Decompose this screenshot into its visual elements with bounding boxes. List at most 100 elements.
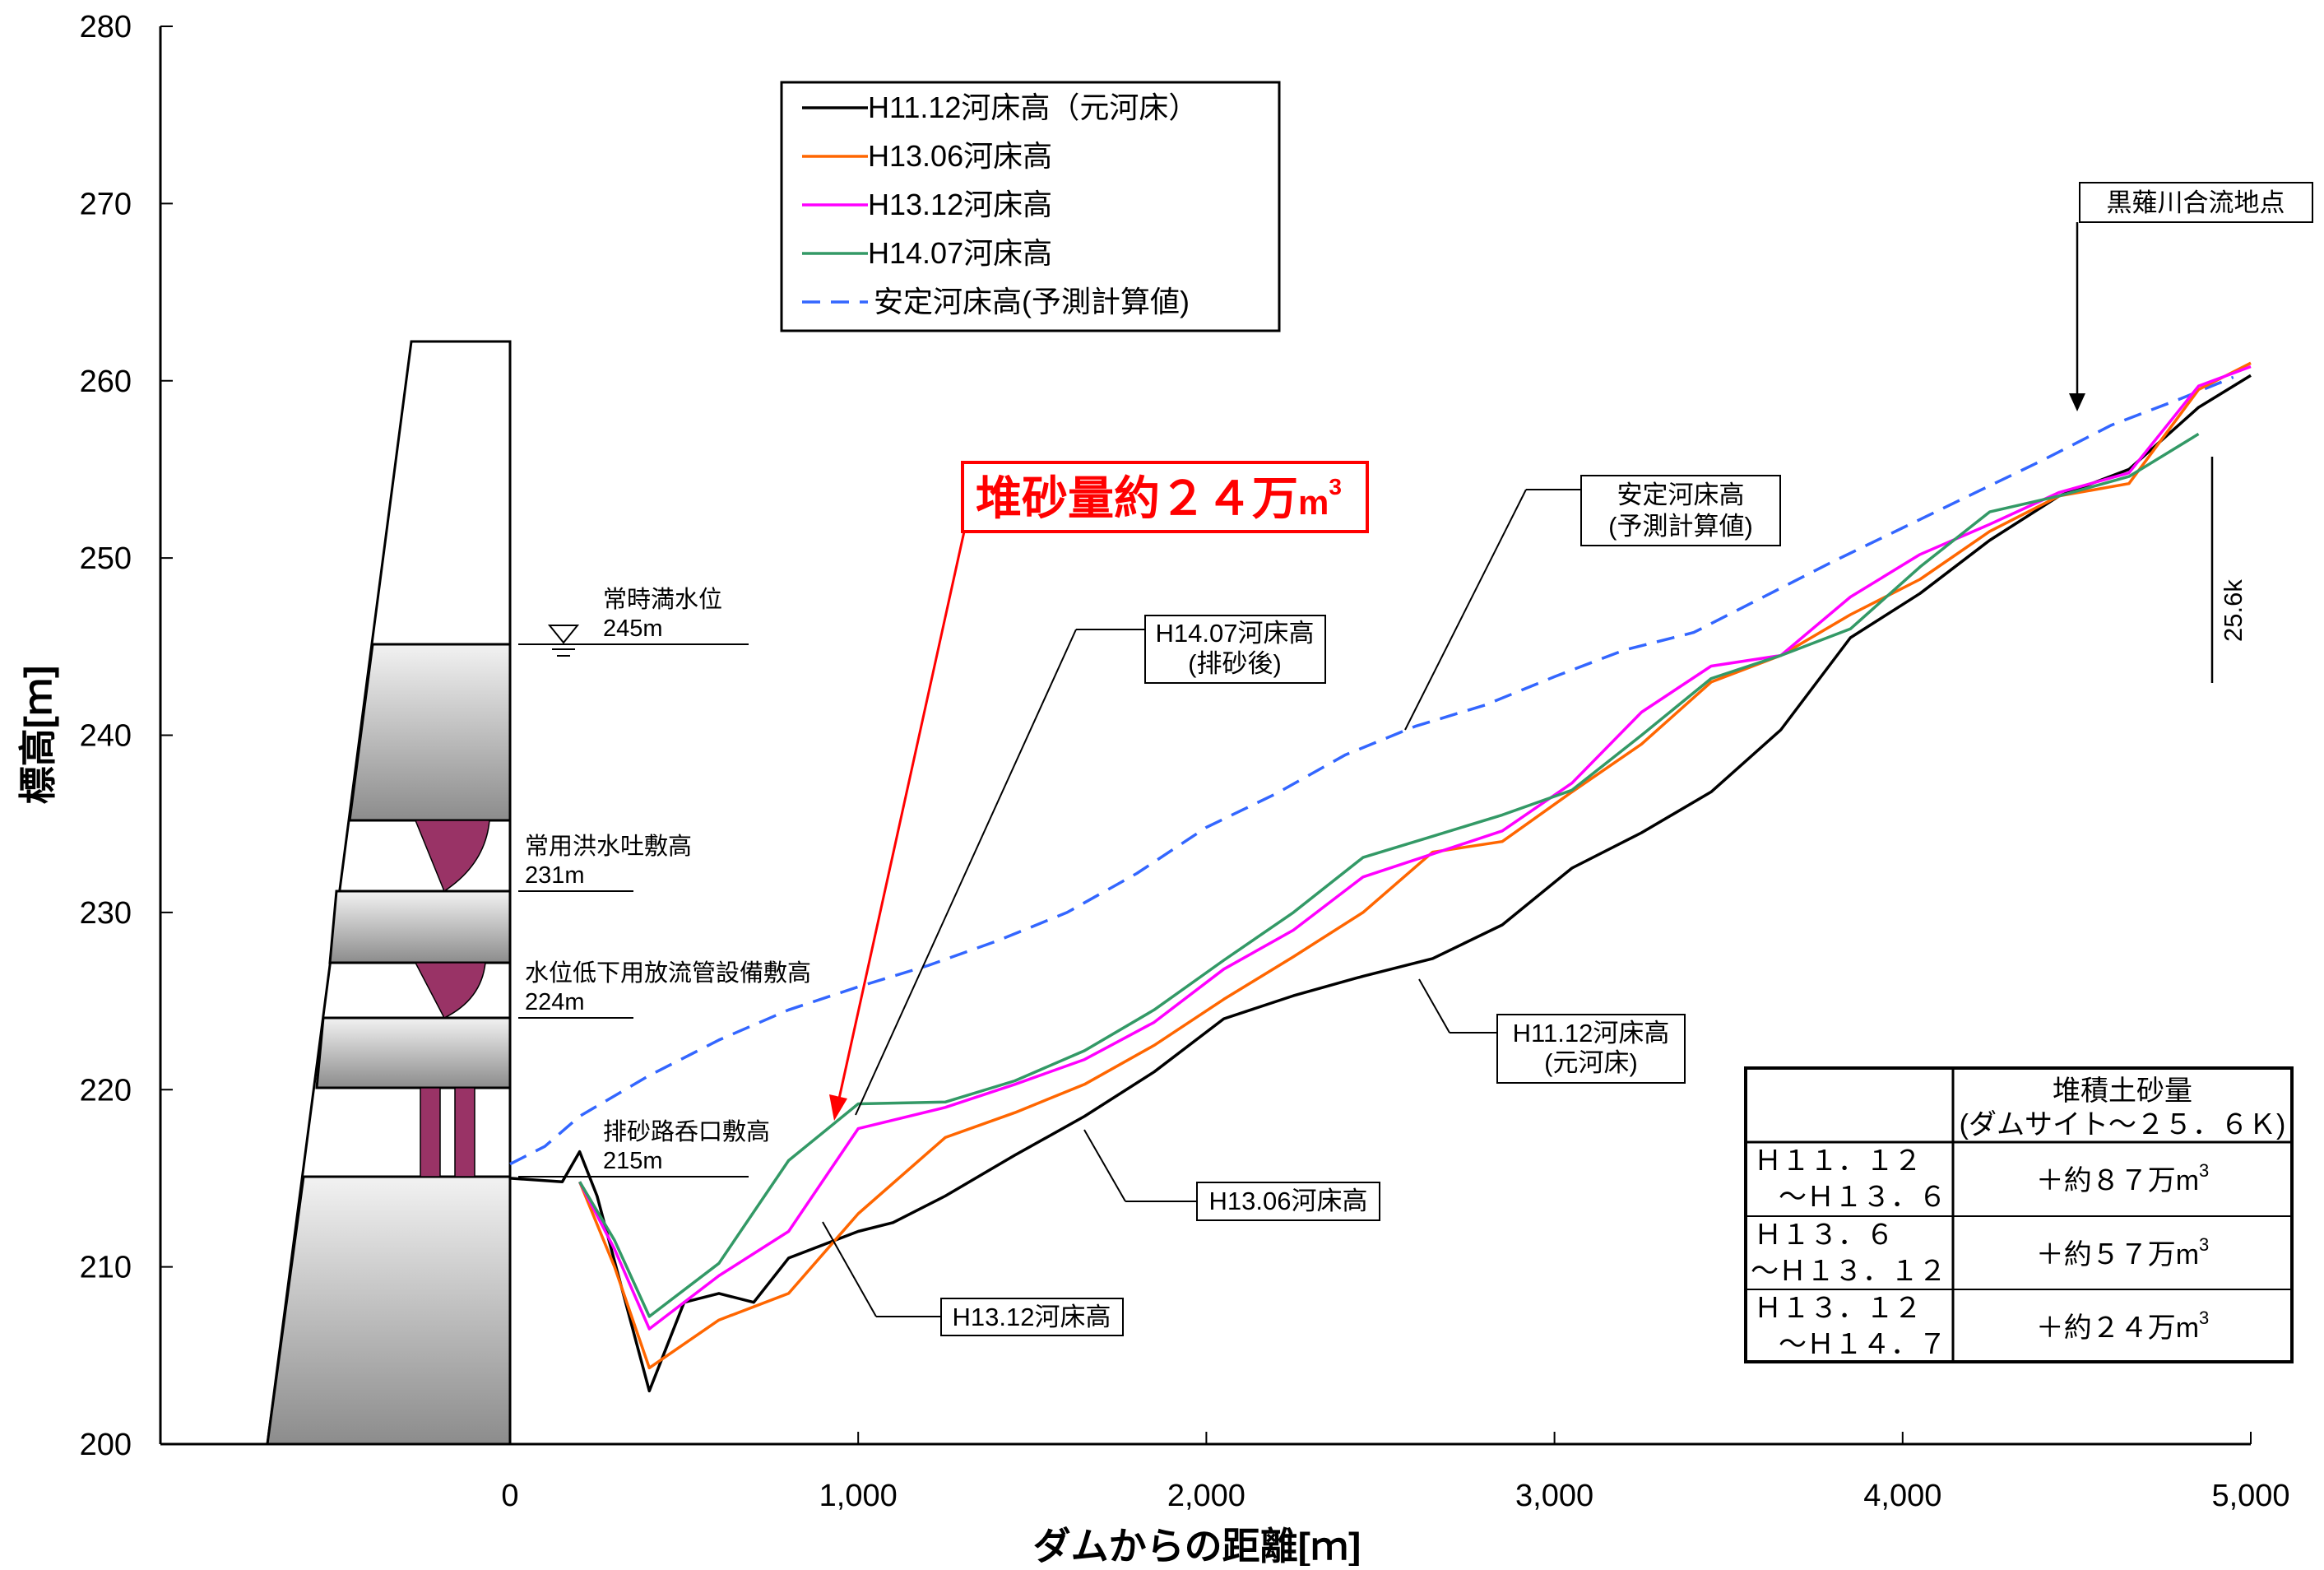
sediment-annotation: 堆砂量約２４万m3 (829, 461, 1369, 1121)
callout-h1312-label: H13.12河床高 (953, 1303, 1111, 1331)
table-row1-period2: ～Ｈ１３．１２ (1751, 1256, 1946, 1287)
y-ticks: 200 210 220 230 240 250 260 270 280 (80, 10, 173, 1462)
level-value-224: 224m (525, 989, 585, 1015)
dam-block-bottom (266, 1175, 512, 1446)
dam-block-top (348, 643, 512, 822)
callout-h1112-leader2 (1418, 978, 1450, 1034)
sediment-arrow-head (829, 1094, 847, 1121)
legend-label-4: 安定河床高(予測計算値) (874, 285, 1190, 318)
series-line-4 (509, 375, 2234, 1166)
y-axis-title: 標高[ｍ] (16, 666, 59, 805)
table-row0-period2: ～Ｈ１３．６ (1779, 1182, 1946, 1213)
y-tick-label: 260 (80, 365, 132, 399)
sediment-annotation-unit: m (1298, 483, 1329, 522)
dam-cross-section (266, 340, 512, 1446)
sediment-annotation-sup: 3 (1329, 474, 1342, 499)
callout-h1312-leader2 (822, 1221, 877, 1317)
callout-stable-leader2 (1404, 489, 1527, 731)
callout-stable-line1: 安定河床高 (1617, 481, 1745, 509)
callout-h1407-box (1144, 615, 1326, 684)
sediment-annotation-text: 堆砂量約２４万m3 (976, 472, 1342, 524)
sediment-annotation-box (961, 461, 1369, 533)
callout-stable-box (1580, 475, 1781, 546)
table-row0-sup: 3 (2199, 1160, 2209, 1181)
callout-h1407-line1: H14.07河床高 (1156, 619, 1315, 648)
table-row0-value-main: ＋約８７万 (2036, 1165, 2176, 1196)
level-value-245: 245m (603, 615, 663, 642)
table-header-2: (ダムサイト～２５．６Ｋ) (1960, 1109, 2286, 1140)
sediment-arrow-line (837, 531, 966, 1099)
level-label-224: 水位低下用放流管設備敷高 (525, 959, 811, 987)
confluence-annotation: 黒薙川合流地点 (2069, 182, 2313, 411)
table-row0-period1: Ｈ１１．１２ (1754, 1145, 1922, 1177)
outlet-pipe-left (420, 1087, 441, 1178)
table-row0-value: ＋約８７万m3 (2036, 1160, 2210, 1196)
table-frame (1744, 1066, 2294, 1363)
legend-box (780, 81, 1281, 332)
table-header-1: 堆積土砂量 (2053, 1075, 2192, 1107)
callout-h1407-leader2 (855, 629, 1077, 1116)
callout-h1112-line2: (元河床) (1544, 1048, 1638, 1077)
level-label-245: 常時満水位 (603, 586, 722, 613)
x-ticks: 0 1,000 2,000 3,000 4,000 5,000 (501, 1432, 2290, 1513)
table-row1-sup: 3 (2199, 1234, 2209, 1255)
y-tick-label: 220 (80, 1073, 132, 1108)
sediment-annotation-main: 堆砂量約２４万 (976, 472, 1298, 524)
legend-label-3: H14.07河床高 (868, 236, 1052, 270)
x-axis-title: ダムからの距離[ｍ] (1033, 1525, 1361, 1566)
legend-label-0: H11.12河床高（元河床） (868, 91, 1198, 124)
confluence-box (2079, 182, 2313, 223)
outlet-pipe-right (454, 1087, 475, 1178)
level-value-215: 215m (603, 1148, 663, 1174)
table-row2-period2: ～Ｈ１４．７ (1779, 1329, 1946, 1360)
table-row1-value: ＋約５７万m3 (2036, 1234, 2210, 1270)
y-tick-label: 230 (80, 896, 132, 931)
x-tick-label: 1,000 (819, 1479, 898, 1513)
y-tick-label: 270 (80, 187, 132, 221)
confluence-label: 黒薙川合流地点 (2107, 188, 2285, 217)
legend-label-2: H13.12河床高 (868, 188, 1052, 221)
dam-block-middle (315, 1016, 512, 1089)
level-value-231: 231m (525, 862, 585, 889)
callout-h1312-box (940, 1298, 1124, 1336)
legend-label-1: H13.06河床高 (868, 139, 1052, 173)
table-row0-unit: m (2176, 1165, 2199, 1196)
x-tick-label: 2,000 (1167, 1479, 1245, 1513)
x-tick-label: 4,000 (1863, 1479, 1941, 1513)
x-tick-label: 5,000 (2211, 1479, 2289, 1513)
k-marker: 25.6k (2210, 457, 2247, 683)
y-tick-label: 280 (80, 10, 132, 44)
table-row2-period1: Ｈ１３．１２ (1754, 1293, 1922, 1324)
callout-h1407-line2: (排砂後) (1188, 649, 1282, 678)
table-row1-unit: m (2176, 1239, 2199, 1270)
table-row1-period1: Ｈ１３．６ (1754, 1219, 1894, 1251)
table-row1-value-main: ＋約５７万 (2036, 1239, 2176, 1270)
water-level-icon (547, 625, 580, 644)
table-row2-unit: m (2176, 1312, 2199, 1344)
table-row2-value-main: ＋約２４万 (2036, 1312, 2176, 1344)
level-label-231: 常用洪水吐敷高 (525, 833, 692, 860)
spillway-gate-lower (414, 962, 486, 1019)
legend: H11.12河床高（元河床） H13.06河床高 H13.12河床高 H14.0… (780, 81, 1281, 332)
table-row2-sup: 3 (2199, 1308, 2209, 1328)
k-marker-label: 25.6k (2219, 579, 2247, 642)
y-tick-label: 200 (80, 1428, 132, 1462)
level-markers: 常時満水位 245m 常用洪水吐敷高 231m 水位低下用放流管設備敷高 224… (518, 586, 811, 1178)
y-tick-label: 250 (80, 541, 132, 576)
callouts: 安定河床高 (予測計算値) H14.07河床高 (排砂後) H11.12河床高 … (822, 475, 1781, 1336)
callout-stable-line2: (予測計算値) (1608, 512, 1753, 541)
series-line-3 (578, 432, 2200, 1318)
callout-h1306-leader2 (1083, 1129, 1126, 1202)
level-label-215: 排砂路呑口敷高 (603, 1118, 770, 1145)
y-tick-label: 210 (80, 1251, 132, 1285)
spillway-gate-upper (414, 820, 490, 893)
sediment-table: 堆積土砂量 (ダムサイト～２５．６Ｋ) Ｈ１１．１２ ～Ｈ１３．６ ＋約８７万m… (1744, 1066, 2294, 1363)
table-row2-value: ＋約２４万m3 (2036, 1308, 2210, 1344)
x-tick-label: 3,000 (1515, 1479, 1593, 1513)
series-line-1 (578, 361, 2252, 1370)
series-layer (509, 361, 2252, 1393)
dam-block-upper (328, 890, 512, 964)
series-line-2 (578, 365, 2252, 1331)
